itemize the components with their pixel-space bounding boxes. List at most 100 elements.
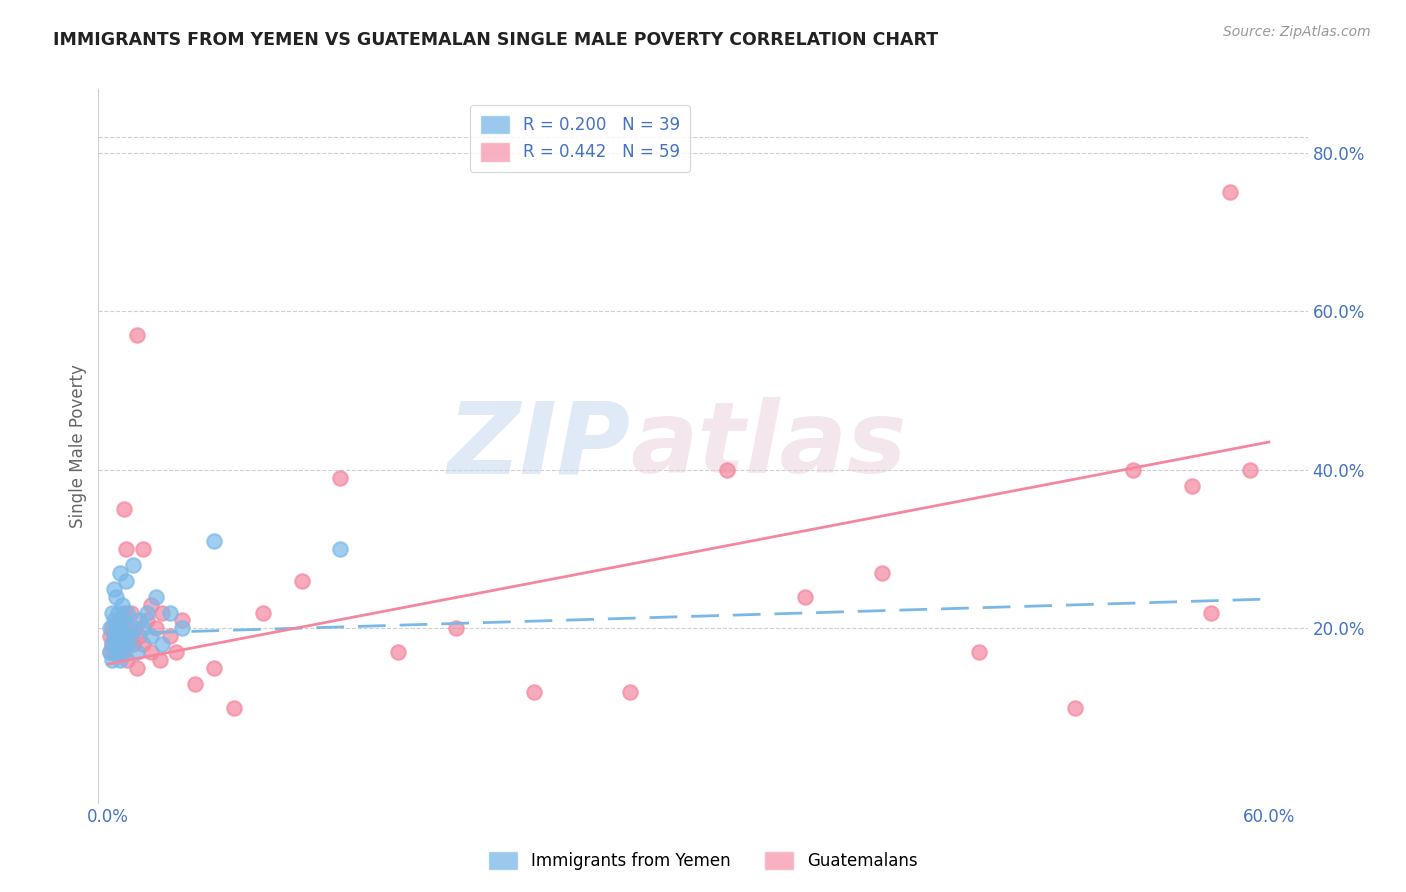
Point bbox=[619, 685, 641, 699]
Point bbox=[204, 534, 226, 549]
Point bbox=[127, 645, 149, 659]
Point bbox=[716, 463, 738, 477]
Point bbox=[139, 598, 162, 612]
Point bbox=[1219, 186, 1241, 200]
Point bbox=[103, 629, 125, 643]
Point bbox=[101, 653, 124, 667]
Point bbox=[150, 637, 173, 651]
Point bbox=[104, 590, 127, 604]
Point bbox=[122, 558, 145, 572]
Point bbox=[222, 700, 245, 714]
Point bbox=[120, 629, 142, 643]
Point bbox=[101, 606, 124, 620]
Text: atlas: atlas bbox=[630, 398, 907, 494]
Point bbox=[523, 685, 546, 699]
Point bbox=[108, 621, 131, 635]
Point bbox=[112, 614, 135, 628]
Text: Source: ZipAtlas.com: Source: ZipAtlas.com bbox=[1223, 25, 1371, 39]
Point bbox=[128, 614, 150, 628]
Point bbox=[139, 645, 162, 659]
Point bbox=[1180, 478, 1202, 492]
Point bbox=[204, 661, 226, 675]
Point bbox=[104, 621, 127, 635]
Legend: Immigrants from Yemen, Guatemalans: Immigrants from Yemen, Guatemalans bbox=[481, 844, 925, 877]
Point bbox=[1064, 700, 1087, 714]
Point bbox=[98, 645, 121, 659]
Point bbox=[103, 645, 125, 659]
Point bbox=[135, 606, 157, 620]
Point bbox=[967, 645, 990, 659]
Point bbox=[117, 637, 139, 651]
Point bbox=[111, 637, 134, 651]
Point bbox=[159, 629, 181, 643]
Point bbox=[329, 542, 352, 557]
Point bbox=[107, 645, 129, 659]
Point bbox=[112, 645, 135, 659]
Y-axis label: Single Male Poverty: Single Male Poverty bbox=[69, 364, 87, 528]
Point bbox=[108, 637, 131, 651]
Point bbox=[98, 645, 121, 659]
Point bbox=[117, 621, 139, 635]
Point bbox=[120, 629, 142, 643]
Point bbox=[132, 542, 155, 557]
Point bbox=[117, 637, 139, 651]
Point bbox=[107, 614, 129, 628]
Point bbox=[149, 653, 172, 667]
Point bbox=[170, 621, 193, 635]
Point bbox=[98, 621, 121, 635]
Point bbox=[793, 590, 815, 604]
Point bbox=[127, 661, 149, 675]
Point bbox=[101, 637, 124, 651]
Point bbox=[170, 614, 193, 628]
Point bbox=[387, 645, 409, 659]
Point bbox=[132, 637, 155, 651]
Point bbox=[122, 637, 145, 651]
Point bbox=[290, 574, 312, 588]
Point bbox=[120, 606, 142, 620]
Point bbox=[132, 621, 155, 635]
Point bbox=[114, 629, 136, 643]
Point bbox=[111, 645, 134, 659]
Point bbox=[329, 471, 352, 485]
Point bbox=[118, 629, 141, 643]
Point bbox=[870, 566, 893, 580]
Point bbox=[108, 653, 131, 667]
Point bbox=[446, 621, 468, 635]
Point bbox=[107, 645, 129, 659]
Point bbox=[107, 606, 129, 620]
Point bbox=[112, 502, 135, 516]
Text: IMMIGRANTS FROM YEMEN VS GUATEMALAN SINGLE MALE POVERTY CORRELATION CHART: IMMIGRANTS FROM YEMEN VS GUATEMALAN SING… bbox=[53, 31, 939, 49]
Point bbox=[112, 606, 135, 620]
Point bbox=[139, 629, 162, 643]
Point bbox=[104, 637, 127, 651]
Point bbox=[1239, 463, 1261, 477]
Point bbox=[114, 574, 136, 588]
Point bbox=[103, 582, 125, 596]
Point bbox=[111, 598, 134, 612]
Point bbox=[117, 653, 139, 667]
Point bbox=[98, 629, 121, 643]
Point bbox=[108, 566, 131, 580]
Point bbox=[1199, 606, 1222, 620]
Point bbox=[101, 637, 124, 651]
Point bbox=[184, 677, 207, 691]
Point bbox=[124, 621, 146, 635]
Point bbox=[117, 606, 139, 620]
Text: ZIP: ZIP bbox=[447, 398, 630, 494]
Point bbox=[108, 621, 131, 635]
Point bbox=[104, 637, 127, 651]
Point bbox=[145, 590, 167, 604]
Point bbox=[135, 614, 157, 628]
Legend: R = 0.200   N = 39, R = 0.442   N = 59: R = 0.200 N = 39, R = 0.442 N = 59 bbox=[470, 104, 690, 171]
Point bbox=[1122, 463, 1144, 477]
Point bbox=[118, 621, 141, 635]
Point bbox=[145, 621, 167, 635]
Point bbox=[165, 645, 187, 659]
Point bbox=[103, 614, 125, 628]
Point bbox=[150, 606, 173, 620]
Point bbox=[103, 629, 125, 643]
Point bbox=[107, 629, 129, 643]
Point bbox=[252, 606, 274, 620]
Point bbox=[104, 621, 127, 635]
Point bbox=[111, 629, 134, 643]
